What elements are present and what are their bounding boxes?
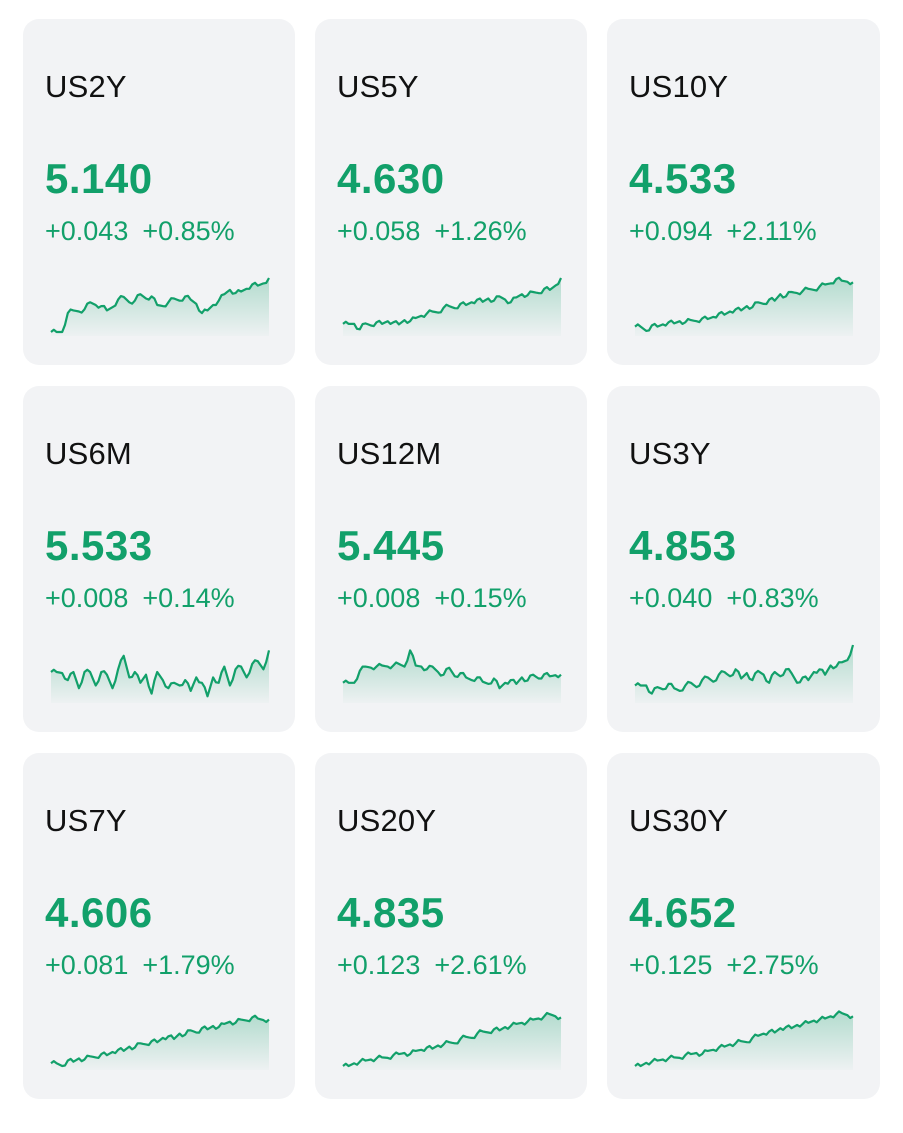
change-percent: +2.11% [726,216,817,246]
sparkline-area [343,278,561,336]
yield-value: 4.835 [337,889,445,936]
change-percent: +1.79% [142,950,235,980]
change-percent: +0.85% [142,216,235,246]
change-row: +0.125 +2.75% [629,949,819,981]
change-row: +0.008 +0.14% [45,582,235,614]
ticker-symbol: US5Y [337,69,419,104]
sparkline-line [50,1014,270,1068]
ticker-symbol: US6M [45,436,132,471]
yield-card-us6m[interactable]: US6M 5.533 +0.008 +0.14% [23,386,295,732]
yield-value: 5.445 [337,522,445,569]
change-row: +0.058 +1.26% [337,215,527,247]
sparkline-chart [342,1011,562,1070]
change-percent: +0.14% [142,583,235,613]
sparkline-line [634,644,855,695]
bond-yield-grid: US2Y 5.140 +0.043 +0.85% US5Y 4.630 +0.05… [23,19,880,1099]
change-row: +0.040 +0.83% [629,582,819,614]
ticker-symbol: US30Y [629,803,729,838]
change-percent: +1.26% [434,216,527,246]
yield-card-us5y[interactable]: US5Y 4.630 +0.058 +1.26% [315,19,587,365]
yield-value: 4.630 [337,155,445,202]
yield-card-us30y[interactable]: US30Y 4.652 +0.125 +2.75% [607,753,880,1099]
change-row: +0.008 +0.15% [337,582,527,614]
yield-value: 4.853 [629,522,737,569]
yield-card-us12m[interactable]: US12M 5.445 +0.008 +0.15% [315,386,587,732]
sparkline-area [635,277,853,336]
change-row: +0.081 +1.79% [45,949,235,981]
sparkline-chart [342,649,562,703]
sparkline-chart [634,276,854,336]
change-row: +0.094 +2.11% [629,215,817,247]
change-absolute: +0.008 [337,583,421,613]
sparkline-line [50,650,271,698]
change-absolute: +0.043 [45,216,129,246]
change-absolute: +0.058 [337,216,421,246]
ticker-symbol: US7Y [45,803,127,838]
sparkline-line [342,277,562,331]
sparkline-chart [50,1014,270,1070]
change-absolute: +0.081 [45,950,129,980]
change-absolute: +0.094 [629,216,713,246]
ticker-symbol: US20Y [337,803,437,838]
change-absolute: +0.123 [337,950,421,980]
yield-card-us20y[interactable]: US20Y 4.835 +0.123 +2.61% [315,753,587,1099]
change-percent: +2.61% [434,950,527,980]
sparkline-area [343,650,561,703]
sparkline-area [51,1015,269,1070]
sparkline-chart [634,1010,854,1070]
sparkline-line [634,276,854,332]
ticker-symbol: US12M [337,436,442,471]
ticker-symbol: US3Y [629,436,711,471]
sparkline-chart [50,277,270,336]
yield-value: 4.606 [45,889,153,936]
sparkline-line [50,277,270,334]
sparkline-area [635,645,853,703]
sparkline-line [342,649,562,690]
change-absolute: +0.008 [45,583,129,613]
yield-value: 5.533 [45,522,153,569]
yield-value: 5.140 [45,155,153,202]
yield-card-us10y[interactable]: US10Y 4.533 +0.094 +2.11% [607,19,880,365]
sparkline-chart [634,644,855,703]
sparkline-chart [342,277,562,336]
change-absolute: +0.040 [629,583,713,613]
yield-value: 4.652 [629,889,737,936]
change-row: +0.043 +0.85% [45,215,235,247]
yield-card-us7y[interactable]: US7Y 4.606 +0.081 +1.79% [23,753,295,1099]
change-percent: +2.75% [726,950,819,980]
change-absolute: +0.125 [629,950,713,980]
sparkline-area [51,278,269,336]
change-percent: +0.15% [434,583,527,613]
yield-card-us3y[interactable]: US3Y 4.853 +0.040 +0.83% [607,386,880,732]
yield-value: 4.533 [629,155,737,202]
sparkline-line [634,1010,854,1068]
ticker-symbol: US10Y [629,69,729,104]
yield-card-us2y[interactable]: US2Y 5.140 +0.043 +0.85% [23,19,295,365]
sparkline-area [343,1013,561,1070]
ticker-symbol: US2Y [45,69,127,104]
change-row: +0.123 +2.61% [337,949,527,981]
change-percent: +0.83% [726,583,819,613]
sparkline-chart [50,650,271,703]
sparkline-line [342,1011,562,1068]
